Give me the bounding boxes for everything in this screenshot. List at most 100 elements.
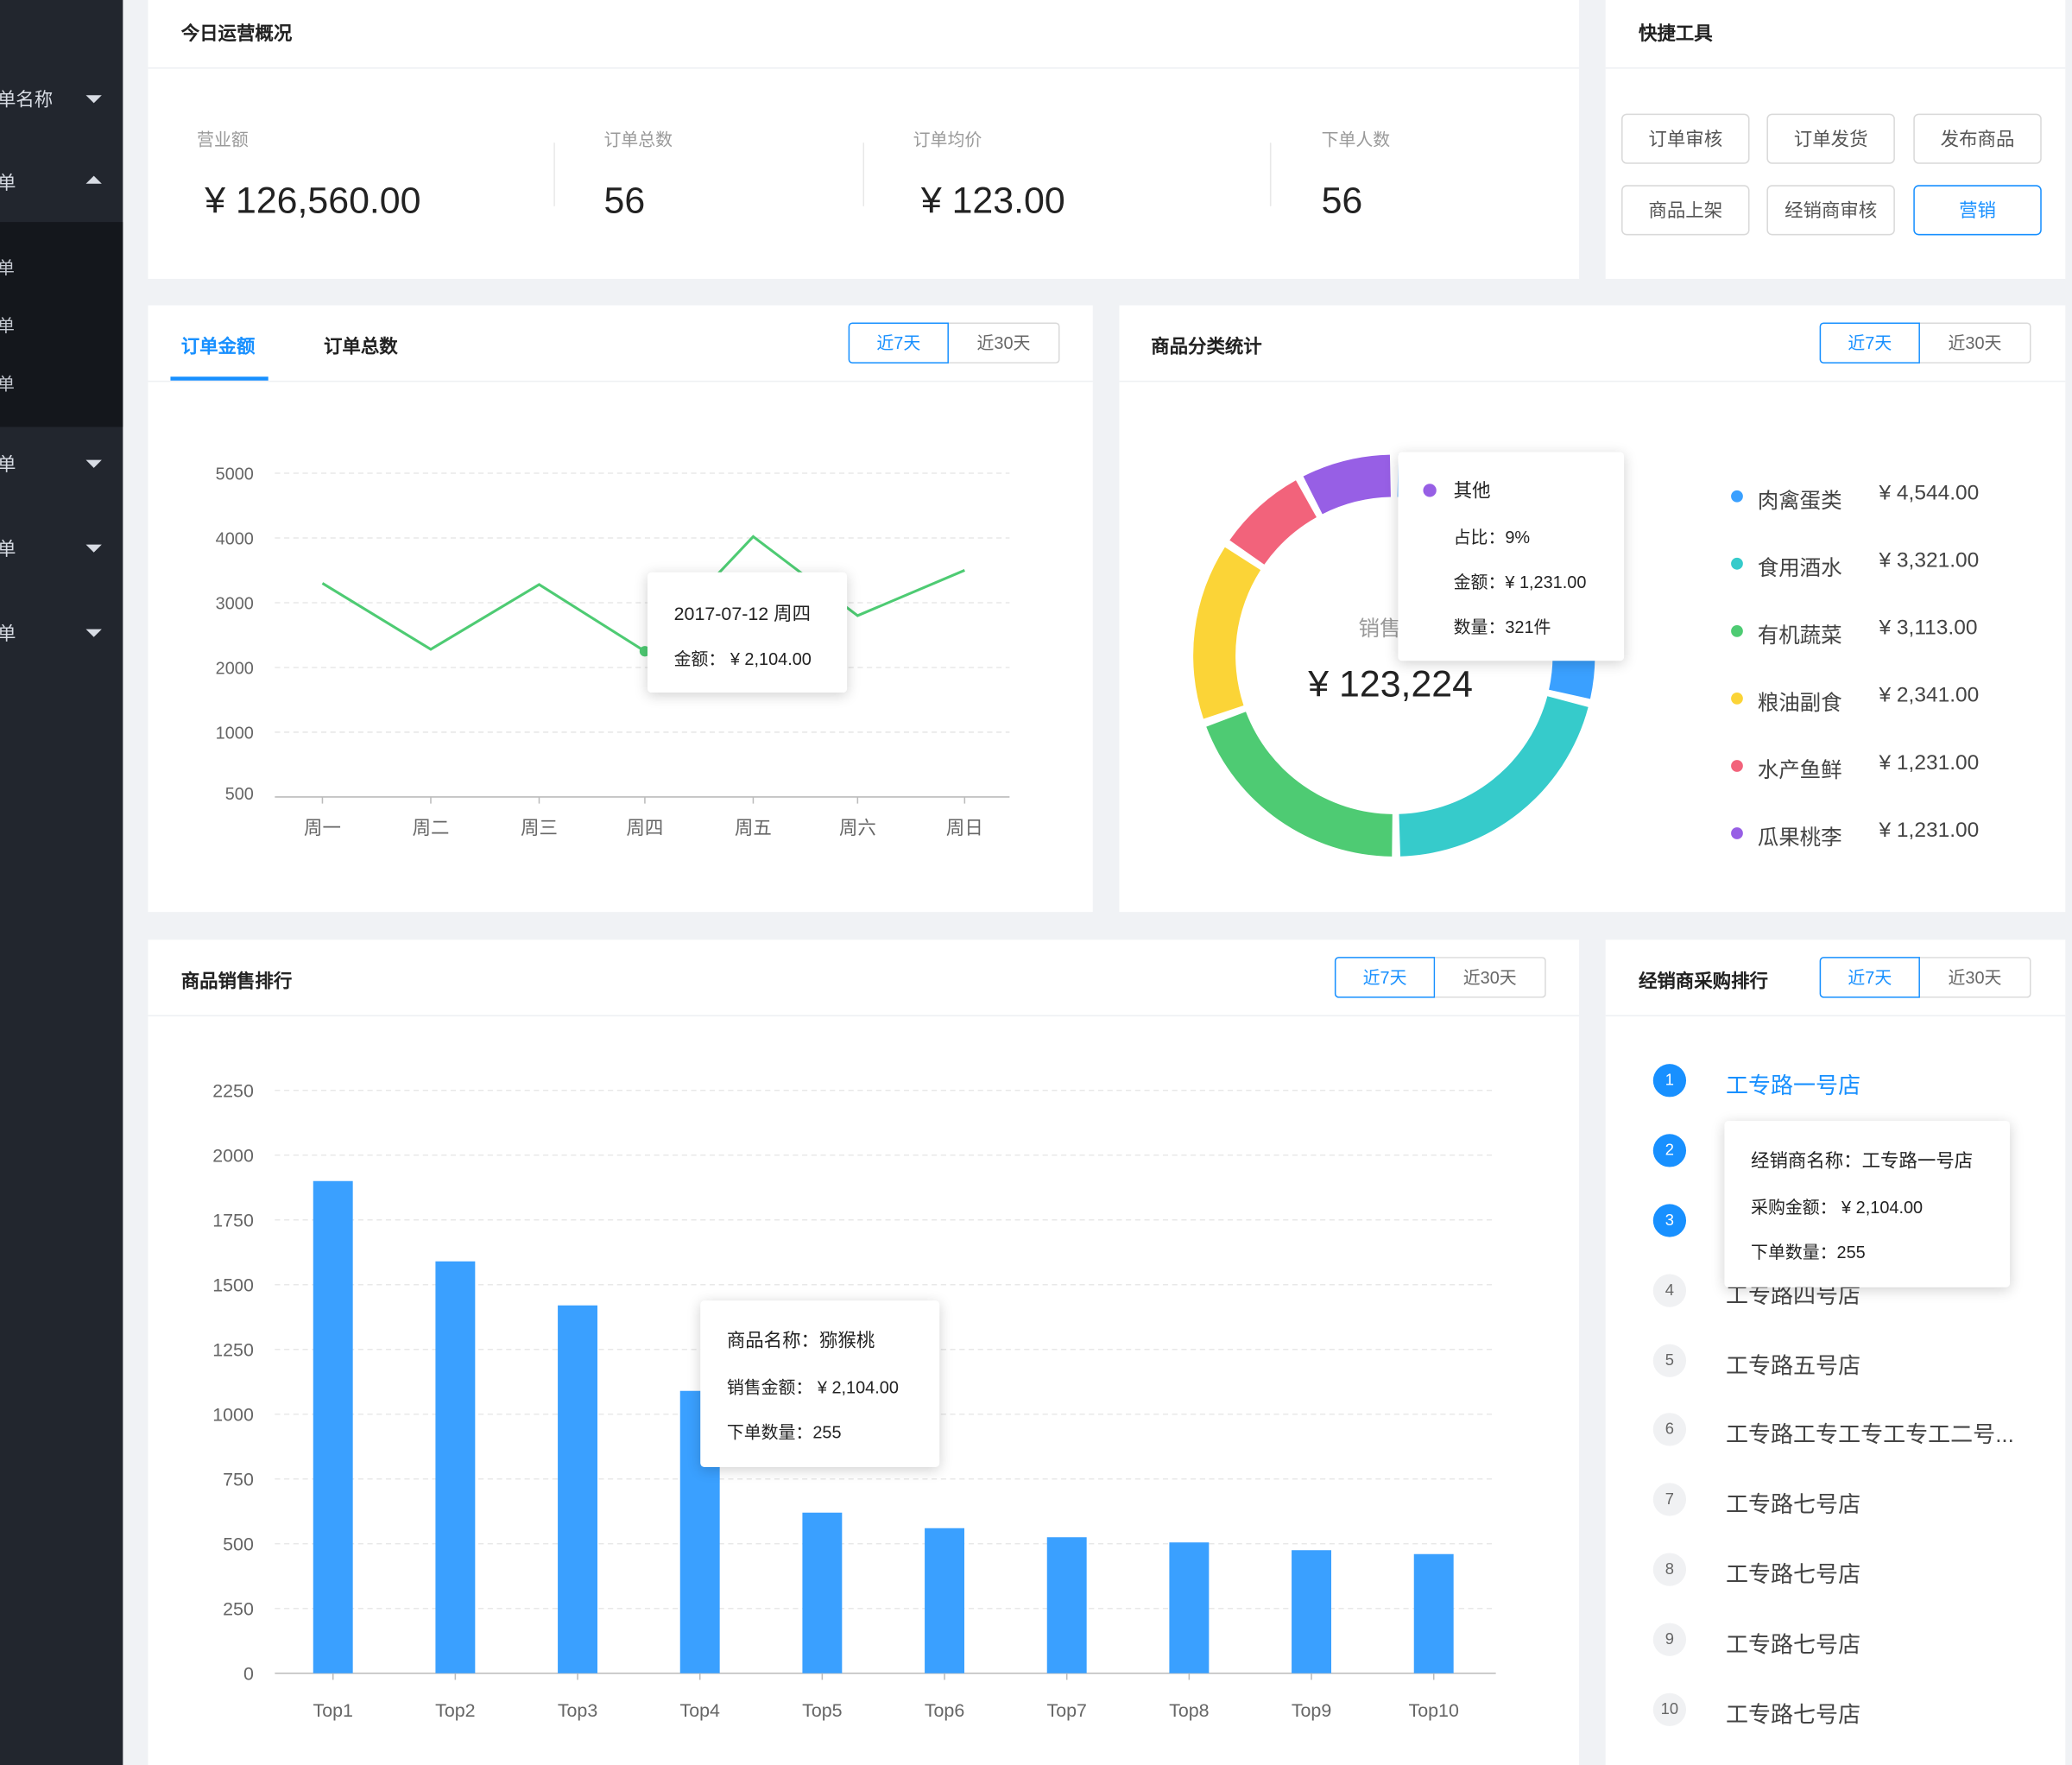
period-30-days-button[interactable]: 近30天 — [1919, 957, 2031, 998]
bar — [925, 1528, 964, 1673]
rank-number: 10 — [1652, 1692, 1687, 1726]
x-tick-label: Top3 — [558, 1700, 597, 1721]
donut-center-label: 销售 — [1358, 618, 1401, 642]
legend-dot — [1731, 693, 1743, 705]
tooltip-qty: 数量：321件 — [1453, 617, 1551, 637]
sidebar-item-label: 单 — [0, 156, 16, 209]
sidebar-submenu: 单 单 单 — [0, 222, 123, 427]
x-tick-label: Top5 — [802, 1700, 842, 1721]
bar — [435, 1261, 476, 1673]
stat-value-order-count: 56 — [603, 180, 646, 221]
legend-name: 肉禽蛋类 — [1757, 490, 1842, 513]
legend-dot — [1731, 760, 1743, 772]
legend-name: 水产鱼鲜 — [1757, 760, 1842, 783]
period-7-days-button[interactable]: 近7天 — [848, 322, 949, 364]
bar — [558, 1305, 598, 1673]
divider — [148, 67, 1580, 69]
sidebar-item-3[interactable]: 单 — [0, 438, 123, 490]
sidebar: 单名称 单 单 单 单 单 单 单 — [0, 0, 123, 1765]
x-tick-label: Top6 — [925, 1700, 964, 1721]
x-tick-label: Top2 — [435, 1700, 475, 1721]
x-tick-label: Top8 — [1169, 1700, 1209, 1721]
rank-number: 4 — [1652, 1274, 1687, 1307]
dealer-review-button[interactable]: 经销商审核 — [1766, 185, 1895, 236]
stat-value-revenue: ¥ 126,560.00 — [205, 180, 421, 221]
marketing-button[interactable]: 营销 — [1913, 185, 2042, 236]
divider — [553, 142, 555, 206]
tools-card: 快捷工具 订单审核 订单发货 发布商品 商品上架 经销商审核 营销 — [1605, 0, 2066, 279]
publish-product-button[interactable]: 发布商品 — [1913, 113, 2042, 164]
tooltip-name: 商品名称：猕猴桃 — [726, 1329, 875, 1351]
series-line — [321, 535, 965, 654]
y-tick-label: 1750 — [212, 1210, 254, 1230]
legend-name: 食用酒水 — [1757, 557, 1842, 580]
order-ship-button[interactable]: 订单发货 — [1766, 113, 1895, 164]
divider — [1119, 380, 2066, 383]
x-tick-label: Top1 — [313, 1700, 353, 1721]
caret-down-icon — [85, 629, 102, 637]
bar — [1046, 1537, 1087, 1673]
product-listing-button[interactable]: 商品上架 — [1621, 185, 1750, 236]
period-toggle: 近7天 近30天 — [1819, 957, 2031, 998]
donut-chart-tooltip: 其他 占比：9% 金额：¥ 1,231.00 数量：321件 — [1398, 452, 1625, 661]
period-30-days-button[interactable]: 近30天 — [1435, 957, 1546, 998]
donut-center-value: ¥ 123,224 — [1308, 663, 1473, 705]
tab-order-amount[interactable]: 订单金额 — [180, 335, 256, 357]
sidebar-item-4[interactable]: 单 — [0, 522, 123, 575]
legend-amount: ¥ 3,113.00 — [1879, 617, 1978, 640]
y-tick-label: 1000 — [216, 724, 254, 743]
stat-label-avg-price: 订单均价 — [913, 129, 982, 149]
sidebar-item-1[interactable]: 单名称 — [0, 73, 123, 125]
caret-down-icon — [85, 459, 102, 468]
legend-dot — [1731, 624, 1743, 637]
category-title: 商品分类统计 — [1151, 335, 1262, 357]
divider — [148, 380, 1093, 383]
sidebar-item-2[interactable]: 单 — [0, 156, 123, 209]
x-tick-label: 周二 — [413, 818, 450, 838]
sidebar-subitem[interactable]: 单 — [0, 254, 15, 279]
order-review-button[interactable]: 订单审核 — [1621, 113, 1750, 164]
tab-order-count[interactable]: 订单总数 — [323, 335, 398, 357]
sidebar-item-label: 单 — [0, 522, 16, 575]
tooltip-amount: 销售金额： ¥ 2,104.00 — [726, 1376, 899, 1397]
x-tick-label: 周日 — [946, 818, 983, 838]
order-amount-line-chart: 500 1000 2000 3000 4000 5000 周一 周二 周三 周四 周五 周六 周日 — [216, 465, 1010, 838]
sidebar-subitem[interactable]: 单 — [0, 370, 15, 395]
y-tick-label: 750 — [223, 1469, 254, 1490]
y-tick-label: 250 — [223, 1598, 254, 1619]
stat-label-revenue: 营业额 — [197, 129, 249, 149]
tooltip-dot — [1423, 484, 1437, 497]
sidebar-item-5[interactable]: 单 — [0, 607, 123, 660]
tooltip-name: 其他 — [1453, 479, 1491, 502]
caret-down-icon — [85, 544, 102, 553]
y-tick-label: 500 — [225, 785, 254, 804]
y-tick-label: 500 — [223, 1534, 254, 1554]
donut-slice — [1229, 480, 1317, 565]
y-tick-label: 2000 — [212, 1145, 254, 1166]
legend-name: 有机蔬菜 — [1757, 624, 1842, 648]
tooltip-qty: 下单数量：255 — [1751, 1242, 1866, 1262]
tooltip-amount: 金额：¥ 1,231.00 — [1453, 572, 1587, 592]
period-7-days-button[interactable]: 近7天 — [1819, 322, 1920, 364]
rank-number: 2 — [1652, 1134, 1687, 1167]
donut-slice — [1206, 712, 1393, 857]
legend-amount: ¥ 2,341.00 — [1879, 684, 1980, 707]
line-chart-tooltip: 2017-07-12 周四 金额： ¥ 2,104.00 — [647, 572, 848, 693]
stat-value-avg-price: ¥ 123.00 — [920, 180, 1065, 221]
divider — [862, 142, 865, 206]
period-30-days-button[interactable]: 近30天 — [948, 322, 1060, 364]
sidebar-subitem[interactable]: 单 — [0, 312, 15, 337]
bar — [313, 1180, 353, 1673]
x-tick-label: Top4 — [679, 1700, 720, 1721]
period-7-days-button[interactable]: 近7天 — [1819, 957, 1920, 998]
rank-number: 1 — [1652, 1064, 1687, 1098]
period-toggle: 近7天 近30天 — [1819, 322, 2031, 364]
x-tick-label: 周四 — [627, 818, 664, 838]
rank-number: 7 — [1652, 1483, 1687, 1516]
stat-label-order-count: 订单总数 — [603, 129, 673, 149]
dealer-name: 工专路五号店 — [1725, 1353, 1861, 1379]
y-tick-label: 2250 — [212, 1080, 254, 1101]
period-30-days-button[interactable]: 近30天 — [1919, 322, 2031, 364]
period-7-days-button[interactable]: 近7天 — [1334, 957, 1436, 998]
y-tick-label: 3000 — [216, 595, 254, 614]
